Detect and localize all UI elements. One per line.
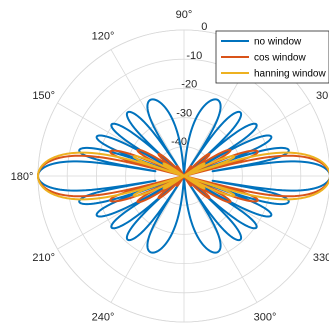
legend-entry: hanning window [254, 69, 326, 80]
theta-tick-label: 90° [176, 9, 193, 21]
r-tick-label: -20 [181, 79, 197, 91]
theta-tick-label: 120° [92, 31, 115, 43]
theta-tick-label: 150° [32, 90, 55, 102]
theta-tick-label: 240° [92, 311, 115, 323]
legend-entry: no window [254, 37, 302, 48]
theta-tick-label: 180° [11, 171, 34, 183]
r-tick-label: 0 [201, 21, 207, 33]
theta-tick-label: 30° [316, 90, 329, 102]
legend-entry: cos window [254, 53, 306, 64]
theta-tick-label: 210° [32, 252, 55, 264]
r-tick-labels: 0-10-20-30-40 [171, 21, 207, 148]
r-tick-label: -10 [186, 50, 202, 62]
legend: no window cos window hanning window [215, 30, 329, 84]
theta-tick-label: 330° [313, 252, 329, 264]
r-tick-label: -30 [176, 107, 192, 119]
series-line-hanning-window [37, 151, 329, 201]
series-curves [37, 98, 329, 254]
theta-tick-label: 300° [254, 311, 277, 323]
